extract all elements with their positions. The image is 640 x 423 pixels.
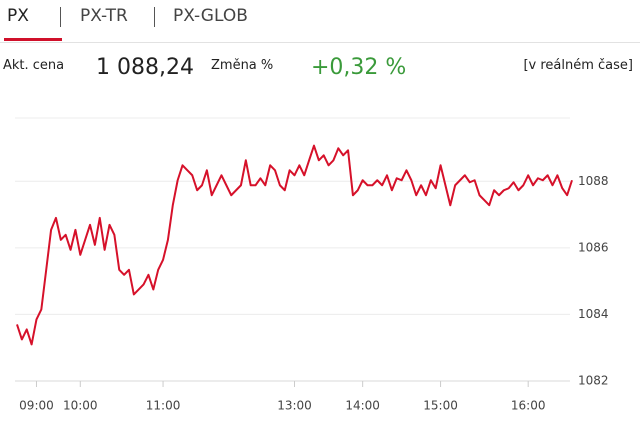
tab[interactable]: PX-GLOB <box>173 6 248 26</box>
y-tick-label: 1088 <box>578 174 609 188</box>
tab[interactable]: PX <box>7 6 29 26</box>
y-tick-label: 1082 <box>578 374 609 388</box>
x-tick-label: 16:00 <box>511 399 546 413</box>
x-tick-label: 13:00 <box>277 399 312 413</box>
price: 1 088,24 <box>96 55 194 80</box>
change: +0,32 % <box>311 55 407 80</box>
x-tick-label: 11:00 <box>146 399 181 413</box>
change-label: Změna % <box>211 58 274 73</box>
x-tick-label: 09:00 <box>19 399 54 413</box>
tab-bar: PX PX-TR PX-GLOB <box>0 0 640 43</box>
separator <box>60 7 61 27</box>
separator <box>154 7 155 27</box>
x-tick-label: 14:00 <box>345 399 380 413</box>
x-tick-label: 10:00 <box>63 399 98 413</box>
price-line <box>16 144 573 346</box>
y-tick-label: 1086 <box>578 240 609 254</box>
tab[interactable]: PX-TR <box>80 6 128 26</box>
y-tick-label: 1084 <box>578 307 609 321</box>
x-tick-label: 15:00 <box>423 399 458 413</box>
price-label: Akt. cena <box>3 58 65 73</box>
realtime-note: [v reálném čase] <box>523 58 633 73</box>
active-tab-indicator <box>4 38 62 41</box>
